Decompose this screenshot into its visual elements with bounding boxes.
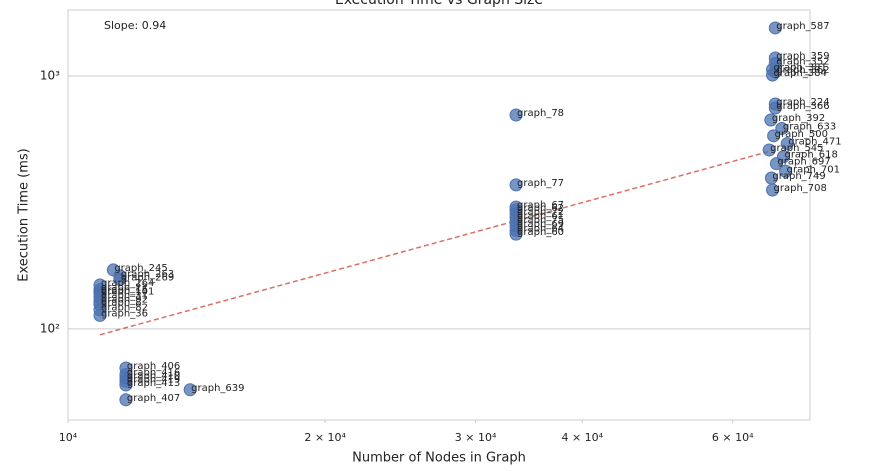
point-label: graph_269 xyxy=(121,272,174,283)
point-label: graph_406 xyxy=(127,361,180,372)
annotation: Slope: 0.94 xyxy=(104,19,166,32)
point-label: graph_545 xyxy=(770,143,823,154)
point-label: graph_60 xyxy=(517,227,564,238)
point-label: graph_381 xyxy=(774,63,827,74)
point-label: graph_78 xyxy=(517,108,564,119)
point-label: graph_749 xyxy=(772,171,825,182)
point-label: graph_362 xyxy=(776,65,829,76)
x-tick-label: 6 × 10⁴ xyxy=(712,431,754,444)
marks: graph_264graph_22graph_15graph_101graph_… xyxy=(93,21,842,407)
point xyxy=(766,68,780,82)
point-label: graph_224 xyxy=(776,97,829,108)
plot-frame xyxy=(67,9,811,421)
point-label: graph_471 xyxy=(788,137,841,148)
point-label: graph_618 xyxy=(784,150,837,161)
point-label: graph_633 xyxy=(783,121,836,132)
point-label: graph_263 xyxy=(121,269,174,280)
point-label: graph_64 xyxy=(517,223,564,234)
point xyxy=(766,183,780,197)
grid xyxy=(67,75,810,423)
point-label: graph_701 xyxy=(787,164,840,175)
point-label: graph_92 xyxy=(101,295,148,306)
point-label: graph_708 xyxy=(774,183,827,194)
point-label: graph_82 xyxy=(101,303,148,314)
point-label: graph_72 xyxy=(517,207,564,218)
y-tick-label: 10³ xyxy=(40,68,60,82)
x-tick-label: 10⁴ xyxy=(59,431,78,444)
point-label: graph_31 xyxy=(101,291,148,302)
point xyxy=(768,101,782,115)
point-label: graph_697 xyxy=(777,157,830,168)
point xyxy=(762,143,776,157)
point-label: graph_245 xyxy=(114,263,167,274)
point xyxy=(119,393,133,407)
x-tick-label: 3 × 10⁴ xyxy=(455,431,497,444)
point-label: graph_413 xyxy=(127,378,180,389)
point-label: graph_416 xyxy=(127,367,180,378)
point-label: graph_587 xyxy=(776,21,829,32)
point-label: graph_500 xyxy=(775,129,828,140)
point xyxy=(767,129,781,143)
point-label: graph_264 xyxy=(101,278,154,289)
point-label: graph_352 xyxy=(776,57,829,68)
chart-title: Execution Time vs Graph Size xyxy=(335,0,543,8)
point-label: graph_366 xyxy=(776,101,829,112)
point-label: graph_75 xyxy=(517,215,564,226)
x-axis-label: Number of Nodes in Graph xyxy=(352,451,526,466)
point-label: graph_61 xyxy=(517,211,564,222)
x-tick-label: 4 × 10⁴ xyxy=(561,431,603,444)
trend-line xyxy=(99,149,776,336)
point-label: graph_77 xyxy=(517,178,564,189)
point-label: graph_62 xyxy=(517,203,564,214)
point-label: graph_384 xyxy=(774,68,827,79)
point-label: graph_101 xyxy=(101,286,154,297)
point xyxy=(93,308,107,322)
point xyxy=(780,137,794,151)
x-tick-label: 2 × 10⁴ xyxy=(304,431,346,444)
y-tick-label: 10² xyxy=(40,321,60,335)
point xyxy=(768,21,782,35)
point xyxy=(183,383,197,397)
point-label: graph_407 xyxy=(127,393,180,404)
point-label: graph_392 xyxy=(772,113,825,124)
point-label: graph_359 xyxy=(776,51,829,62)
point-label: graph_8 xyxy=(101,297,142,308)
point-label: graph_410 xyxy=(127,371,180,382)
point xyxy=(509,108,523,122)
point xyxy=(509,178,523,192)
point xyxy=(764,113,778,127)
point-label: graph_419 xyxy=(127,374,180,385)
point-label: graph_36 xyxy=(101,308,148,319)
point-label: graph_639 xyxy=(191,383,244,394)
point-label: graph_22 xyxy=(101,283,148,294)
point xyxy=(509,227,523,241)
point xyxy=(119,378,133,392)
point-label: graph_15 xyxy=(101,285,148,296)
point xyxy=(113,272,127,286)
point xyxy=(775,121,789,135)
point xyxy=(779,164,793,178)
point-label: graph_69 xyxy=(517,219,564,230)
point-label: graph_67 xyxy=(517,200,564,211)
point xyxy=(769,157,783,171)
y-axis-label: Execution Time (ms) xyxy=(17,148,32,281)
